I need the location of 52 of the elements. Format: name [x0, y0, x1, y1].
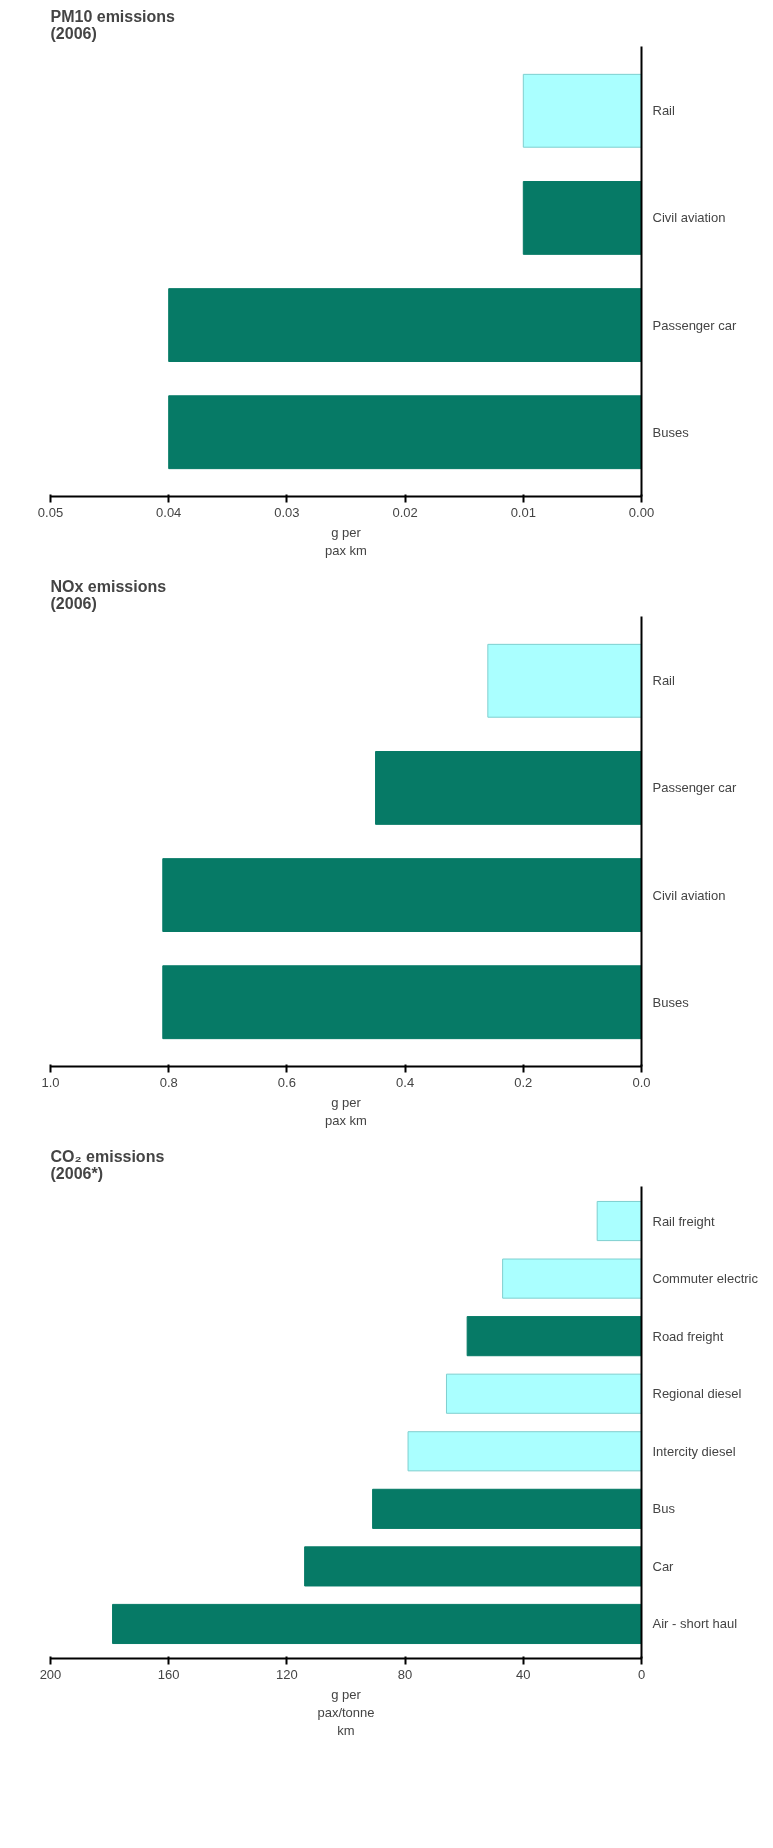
- x-tick-label: 0.4: [396, 1074, 415, 1090]
- bar: [162, 858, 642, 932]
- bar: [304, 1546, 642, 1587]
- x-tick-label: 0.03: [274, 504, 300, 520]
- x-tick-label: 0.05: [37, 504, 64, 520]
- x-axis-title: g per pax/tonne km: [317, 1686, 375, 1738]
- y-tick-label: Regional diesel: [652, 1386, 742, 1402]
- y-tick-label: Passenger car: [652, 317, 737, 333]
- bar: [112, 1603, 642, 1645]
- y-tick-label: Car: [652, 1558, 675, 1574]
- y-tick-label: Intercity diesel: [652, 1443, 736, 1459]
- y-tick-label: Passenger car: [652, 780, 737, 796]
- chart-title: NOx emissions (2006): [50, 577, 167, 612]
- bar: [502, 1258, 642, 1299]
- x-tick-label: 0.8: [159, 1074, 178, 1090]
- bar: [466, 1316, 642, 1357]
- y-tick-label: Air - short haul: [652, 1616, 738, 1632]
- x-tick-label: 0.6: [277, 1074, 296, 1090]
- y-tick-label: Buses: [652, 424, 690, 440]
- x-axis-title: g per pax km: [325, 524, 367, 558]
- y-tick-label: Rail: [652, 673, 676, 689]
- x-tick-label: 200: [39, 1666, 62, 1682]
- x-tick-label: 120: [276, 1666, 298, 1682]
- chart-title: PM10 emissions (2006): [50, 7, 176, 42]
- bar: [375, 751, 642, 825]
- y-tick-label: Bus: [652, 1501, 676, 1517]
- x-tick-label: 0.0: [632, 1074, 651, 1090]
- y-tick-label: Civil aviation: [652, 887, 726, 903]
- bar: [487, 643, 642, 718]
- bar: [445, 1373, 642, 1414]
- x-tick-label: 0.00: [628, 504, 655, 520]
- x-tick-label: 0: [637, 1666, 646, 1682]
- x-tick-label: 40: [516, 1666, 531, 1682]
- y-tick-label: Road freight: [652, 1328, 724, 1344]
- bar: [162, 965, 642, 1040]
- x-tick-label: 80: [397, 1666, 413, 1682]
- bar: [372, 1488, 642, 1529]
- x-tick-label: 0.2: [514, 1074, 533, 1090]
- y-tick-label: Rail: [652, 103, 676, 119]
- chart-title: CO₂ emissions (2006*): [50, 1147, 165, 1182]
- bar: [596, 1200, 642, 1242]
- bar: [407, 1431, 642, 1472]
- y-tick-label: Buses: [652, 994, 690, 1010]
- x-tick-label: 0.04: [156, 504, 182, 520]
- x-tick-label: 0.01: [510, 504, 536, 520]
- x-axis-title: g per pax km: [325, 1094, 367, 1128]
- y-tick-label: Rail freight: [652, 1213, 716, 1229]
- x-tick-label: 0.02: [392, 504, 418, 520]
- x-tick-label: 1.0: [41, 1074, 60, 1090]
- x-tick-label: 160: [157, 1666, 180, 1682]
- y-tick-label: Commuter electric: [652, 1271, 759, 1287]
- y-tick-label: Civil aviation: [652, 210, 726, 226]
